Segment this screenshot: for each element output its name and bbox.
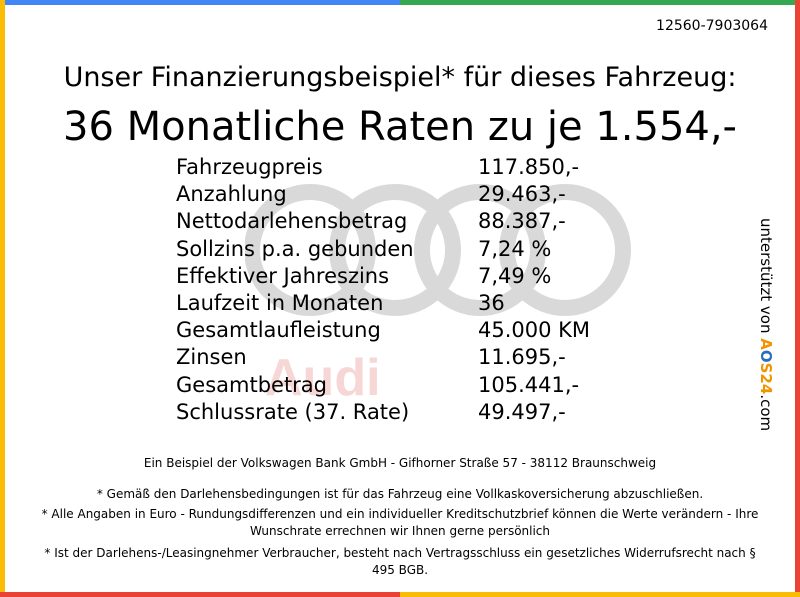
row-value: 7,24 % xyxy=(478,236,552,261)
row-label: Gesamtlaufleistung xyxy=(176,318,381,343)
row-label: Fahrzeugpreis xyxy=(176,155,323,179)
frame-bottom-left xyxy=(0,592,400,597)
row-label: Zinsen xyxy=(176,345,247,370)
supported-by-banner: unterstützt von AOS24.com xyxy=(753,218,783,438)
frame-left xyxy=(0,0,5,597)
row-value: 49.497,- xyxy=(478,399,566,424)
row-value: 88.387,- xyxy=(478,209,566,234)
row-label: Schlussrate (37. Rate) xyxy=(176,399,410,424)
row-value: 11.695,- xyxy=(478,345,566,370)
reference-id: 12560-7903064 xyxy=(656,18,768,34)
row-label: Sollzins p.a. gebunden xyxy=(176,236,414,261)
row-value: 29.463,- xyxy=(478,182,566,207)
row-label: Nettodarlehensbetrag xyxy=(176,209,408,234)
row-value: 7,49 % xyxy=(478,263,552,288)
brand-part: S24 xyxy=(757,362,775,395)
svg-text:Audi: Audi xyxy=(265,349,381,405)
brand-part: A xyxy=(757,338,775,350)
frame-bottom-right xyxy=(400,592,800,597)
row-value: 117.850,- xyxy=(478,155,580,179)
page-title: 36 Monatliche Raten zu je 1.554,- xyxy=(63,104,737,150)
audi-watermark-logo: Audi xyxy=(245,184,631,405)
brand-domain: .com xyxy=(757,394,775,432)
footnote-withdrawal: * Ist der Darlehens-/Leasingnehmer Verbr… xyxy=(44,546,756,577)
supported-by-label: unterstützt von xyxy=(757,218,775,334)
row-label: Gesamtbetrag xyxy=(176,372,328,397)
footnote-insurance: * Gemäß den Darlehensbedingungen ist für… xyxy=(96,487,704,501)
frame-top-left xyxy=(0,0,400,5)
row-value: 36 xyxy=(478,290,505,315)
footnote-amounts: * Alle Angaben in Euro - Rundungsdiffere… xyxy=(41,507,759,538)
subtitle: Unser Finanzierungsbeispiel* für dieses … xyxy=(63,62,737,93)
row-label: Effektiver Jahreszins xyxy=(176,263,390,288)
aos24-logo: AOS24 xyxy=(757,338,775,394)
bank-info: Ein Beispiel der Volkswagen Bank GmbH - … xyxy=(143,456,657,470)
frame-right xyxy=(795,0,800,597)
row-label: Anzahlung xyxy=(176,182,287,207)
row-label: Laufzeit in Monaten xyxy=(176,290,384,315)
row-value: 45.000 KM xyxy=(478,318,591,343)
brand-part: O xyxy=(757,349,775,363)
frame-top-right xyxy=(400,0,800,5)
row-value: 105.441,- xyxy=(478,372,580,397)
